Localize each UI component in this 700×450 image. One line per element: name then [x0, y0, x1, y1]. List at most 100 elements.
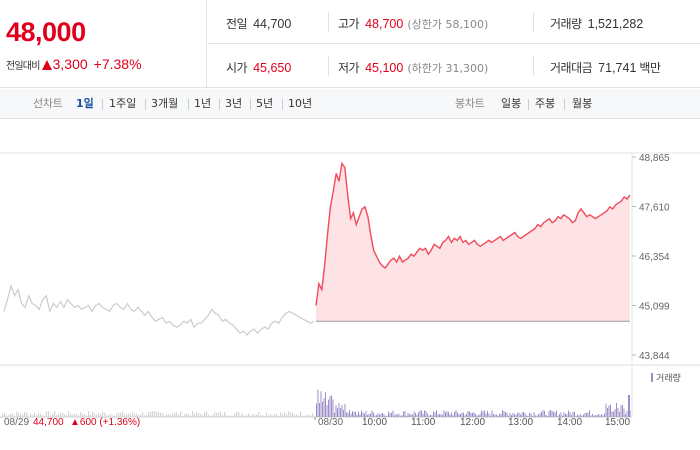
volume-bar [551, 410, 553, 417]
volume-bar [370, 413, 371, 417]
volume-bar [472, 412, 473, 417]
volume-bar [539, 413, 541, 417]
volume-bar [12, 413, 14, 417]
volume-bar [443, 410, 445, 417]
volume-bar [110, 413, 112, 417]
volume-bar [476, 415, 478, 417]
volume-bar [168, 414, 170, 417]
volume-bar [497, 415, 499, 417]
volume-bar [208, 414, 210, 417]
volume-bar [326, 405, 328, 417]
volume-bar [568, 410, 569, 417]
volume-bar [398, 413, 400, 417]
quote-row-2: 시가 45,650 저가 45,100 (하한가 31,300) 거래대금 71,741… [208, 44, 700, 88]
change-row: 전일대비 3,300 +7.38% [6, 54, 142, 73]
volume-bar [350, 413, 352, 417]
volume-bar [544, 410, 545, 417]
prev-day-line [3, 283, 315, 336]
volume-bar [601, 414, 602, 417]
volume-bar [316, 403, 317, 417]
volume-bar [130, 413, 132, 417]
volume-bar [38, 413, 40, 417]
volume-bar [358, 411, 359, 417]
volume-bar [496, 414, 497, 417]
day-high: 고가 48,700 (상한가 58,100) [338, 17, 489, 31]
tab-weekly-candle[interactable]: 주봉 [535, 97, 556, 110]
x-tick-label: 14:00 [557, 417, 582, 428]
tab-10-years[interactable]: 10년 [288, 97, 313, 110]
volume-bar [547, 415, 548, 417]
volume-bar [40, 413, 42, 417]
volume-bar [442, 415, 443, 417]
tab-5-years[interactable]: 5년 [256, 97, 274, 110]
today-area-fill [316, 163, 630, 322]
tab-3-years[interactable]: 3년 [225, 97, 243, 110]
volume-bar [505, 412, 506, 417]
tab-daily-candle[interactable]: 일봉 [501, 97, 522, 110]
volume-bar [512, 413, 514, 417]
volume-bar [234, 413, 236, 417]
volume-bar [377, 413, 379, 417]
volume-bar [126, 413, 128, 417]
volume-bar [323, 398, 325, 417]
volume-bar [475, 413, 476, 417]
volume-bar [353, 412, 355, 417]
volume-bar [244, 415, 246, 417]
current-price-box: 48,000 전일대비 3,300 +7.38% [0, 0, 207, 88]
volume-bar [596, 415, 598, 417]
volume-bar [136, 413, 138, 417]
volume-bar [341, 405, 343, 417]
volume-bar [613, 411, 614, 417]
volume-bar [349, 410, 350, 417]
volume-bar [196, 411, 198, 417]
volume-bar [577, 414, 578, 417]
volume-bar [268, 415, 270, 417]
volume-bar [587, 412, 589, 417]
volume-bar [373, 412, 374, 417]
tab-1-week[interactable]: 1주일 [109, 97, 137, 110]
volume-bar [154, 411, 156, 417]
volume-bar [184, 414, 186, 417]
volume-bar [116, 413, 118, 417]
volume-bar [158, 412, 160, 417]
volume-bar [385, 415, 386, 417]
volume-bar [240, 415, 242, 417]
volume-bar [302, 415, 304, 417]
volume-bar [515, 414, 517, 417]
volume-bar [319, 402, 320, 417]
volume-bar [68, 411, 70, 417]
volume-bar [212, 415, 214, 417]
volume-bar [352, 411, 353, 417]
volume-bar [371, 410, 373, 417]
volume-legend-icon [651, 373, 653, 382]
volume-bar [30, 413, 32, 417]
volume-bar [180, 411, 182, 417]
volume-bar [224, 411, 226, 417]
tab-1-day[interactable]: 1일 [76, 97, 94, 110]
volume-bar [188, 413, 190, 417]
tab-3-months[interactable]: 3개월 [151, 97, 179, 110]
volume-bar [436, 410, 437, 417]
volume-bar [404, 410, 406, 417]
volume-bar [312, 412, 314, 417]
volume-bar [433, 411, 434, 417]
volume-bar [394, 415, 395, 417]
volume-bar [608, 405, 610, 417]
volume-bar [430, 414, 431, 417]
price-chart[interactable]: 48,865 47,610 46,354 45,099 43,844 거래량 08/29 44… [0, 120, 700, 450]
volume-bar [463, 412, 464, 417]
volume-bar [602, 415, 604, 417]
volume-bar [445, 412, 446, 417]
tab-monthly-candle[interactable]: 월봉 [572, 97, 593, 110]
volume-bar [494, 414, 496, 417]
volume-bar [94, 413, 96, 417]
volume-bar [42, 415, 44, 417]
volume-bar [592, 413, 593, 417]
tab-1-year[interactable]: 1년 [194, 97, 212, 110]
volume-bar [520, 414, 521, 417]
volume-bar [589, 410, 590, 417]
volume-bar [563, 412, 565, 417]
volume-bar [198, 413, 200, 417]
volume-bar [397, 414, 398, 417]
volume-bar [517, 412, 518, 417]
